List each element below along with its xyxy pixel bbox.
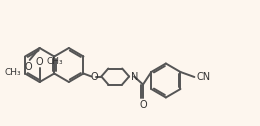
Text: O: O xyxy=(90,71,98,82)
Text: N: N xyxy=(131,71,139,82)
Text: O: O xyxy=(25,62,32,72)
Text: CH₃: CH₃ xyxy=(4,68,21,77)
Text: O: O xyxy=(139,101,147,111)
Text: CN: CN xyxy=(196,72,211,82)
Text: CH₃: CH₃ xyxy=(47,57,63,67)
Text: O: O xyxy=(36,57,43,67)
